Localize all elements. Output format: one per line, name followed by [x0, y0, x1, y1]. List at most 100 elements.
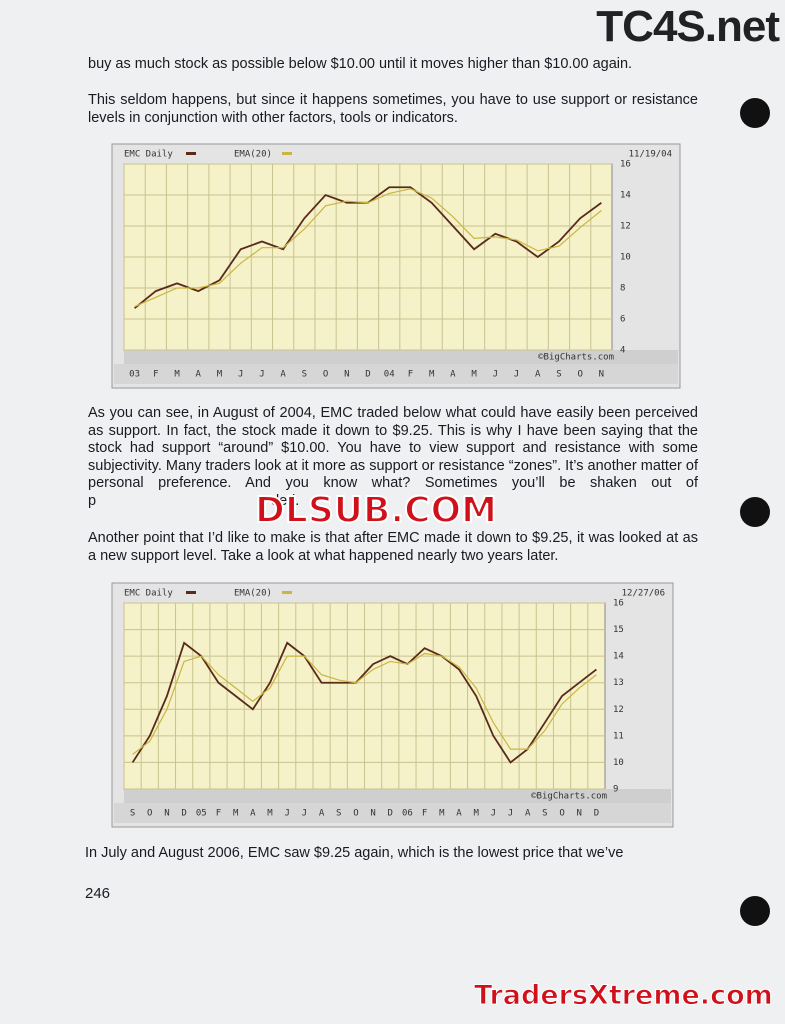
y-tick-label: 11	[613, 731, 624, 741]
x-tick-label: S	[556, 370, 561, 380]
x-tick-label: A	[319, 809, 325, 819]
x-tick-label: J	[514, 370, 519, 380]
x-tick-label: N	[599, 370, 604, 380]
y-tick-label: 6	[620, 315, 625, 325]
y-tick-label: 16	[613, 599, 624, 609]
price-line	[134, 188, 602, 308]
legend-label: EMA(20)	[234, 150, 272, 160]
x-tick-label: F	[153, 370, 158, 380]
x-tick-label: M	[174, 370, 180, 380]
legend-label: EMA(20)	[234, 589, 272, 599]
x-tick-label: F	[408, 370, 413, 380]
y-tick-label: 10	[613, 758, 624, 768]
chart: 9 10 11 12 13 14 15 16 S O N D 05 F M A M J J A S O N D 06 F M A M J J…	[111, 582, 674, 828]
x-tick-label: M	[429, 370, 435, 380]
x-tick-label: D	[365, 370, 370, 380]
watermark: TradersXtreme.com	[474, 980, 774, 1012]
x-tick-label: A	[525, 809, 531, 819]
x-tick-label: S	[302, 370, 307, 380]
price-line	[132, 652, 597, 755]
x-tick-label: F	[422, 809, 427, 819]
paragraph: buy as much stock as possible below $10.…	[88, 56, 633, 72]
x-tick-label: D	[181, 809, 186, 819]
x-tick-label: A	[456, 809, 462, 819]
y-tick-label: 4	[620, 346, 625, 356]
x-tick-label: D	[388, 809, 393, 819]
x-tick-label: S	[542, 809, 547, 819]
x-tick-label: N	[344, 370, 349, 380]
x-tick-label: M	[217, 370, 223, 380]
credit: ©BigCharts.com	[538, 353, 614, 363]
x-tick-label: A	[250, 809, 256, 819]
legend-swatch	[186, 152, 196, 155]
x-tick-label: J	[491, 809, 496, 819]
x-tick-label: J	[493, 370, 498, 380]
page-number: 246	[85, 885, 111, 902]
paragraph: This seldom happens, but since it happen…	[88, 92, 698, 126]
paragraph: As you can see, in August of 2004, EMC t…	[88, 405, 698, 510]
x-tick-label: A	[280, 370, 286, 380]
legend-label: EMC Daily	[124, 589, 173, 599]
x-tick-label: A	[196, 370, 202, 380]
x-tick-label: M	[267, 809, 273, 819]
x-tick-label: J	[238, 370, 243, 380]
x-tick-label: N	[370, 809, 375, 819]
x-tick-label: A	[535, 370, 541, 380]
y-tick-label: 12	[620, 222, 631, 232]
x-tick-label: J	[284, 809, 289, 819]
x-tick-label: S	[130, 809, 135, 819]
axis-bar	[114, 803, 671, 823]
credit-bar	[124, 789, 671, 803]
chart-date: 12/27/06	[622, 589, 665, 599]
x-tick-label: J	[508, 809, 513, 819]
x-tick-label: 05	[196, 809, 207, 819]
x-tick-label: O	[559, 809, 564, 819]
legend-swatch	[282, 591, 292, 594]
x-tick-label: O	[323, 370, 328, 380]
axis-bar	[114, 364, 678, 384]
chart-date: 11/19/04	[629, 150, 672, 160]
binder-hole	[740, 497, 770, 527]
credit-bar	[124, 350, 678, 364]
watermark: DLSUB.COM	[254, 489, 498, 532]
y-tick-label: 9	[613, 785, 618, 795]
y-tick-label: 16	[620, 160, 631, 170]
y-tick-label: 10	[620, 253, 631, 263]
legend-swatch	[282, 152, 292, 155]
x-tick-label: O	[353, 809, 358, 819]
legend-swatch	[186, 591, 196, 594]
x-tick-label: N	[164, 809, 169, 819]
x-tick-label: M	[473, 809, 479, 819]
price-line	[131, 641, 597, 764]
legend-label: EMC Daily	[124, 150, 173, 160]
paragraph: In July and August 2006, EMC saw $9.25 a…	[85, 845, 624, 861]
x-tick-label: M	[439, 809, 445, 819]
x-tick-label: D	[594, 809, 599, 819]
x-tick-label: O	[147, 809, 152, 819]
y-tick-label: 14	[620, 191, 631, 201]
site-watermark: TC4S.net	[596, 2, 780, 51]
x-tick-label: A	[450, 370, 456, 380]
x-tick-label: 03	[129, 370, 140, 380]
paragraph: Another point that I’d like to make is t…	[88, 530, 698, 564]
x-tick-label: J	[259, 370, 264, 380]
x-tick-label: J	[302, 809, 307, 819]
x-tick-label: 04	[384, 370, 395, 380]
x-tick-label: 06	[402, 809, 413, 819]
x-tick-label: N	[577, 809, 582, 819]
chart: 4 6 8 10 12 14 16 03 F M A M J J A S O N D 04 F M A M J J A S O N ©Big…	[111, 143, 681, 389]
y-tick-label: 13	[613, 678, 624, 688]
y-tick-label: 12	[613, 705, 624, 715]
paragraph-text: As you can see, in August of 2004, EMC t…	[88, 405, 698, 509]
credit: ©BigCharts.com	[531, 792, 607, 802]
binder-hole	[740, 896, 770, 926]
y-tick-label: 8	[620, 284, 625, 294]
y-tick-label: 15	[613, 625, 624, 635]
x-tick-label: S	[336, 809, 341, 819]
y-tick-label: 14	[613, 652, 624, 662]
binder-hole	[740, 98, 770, 128]
x-tick-label: O	[577, 370, 582, 380]
x-tick-label: M	[233, 809, 239, 819]
paragraph-text: ded.	[271, 492, 300, 509]
